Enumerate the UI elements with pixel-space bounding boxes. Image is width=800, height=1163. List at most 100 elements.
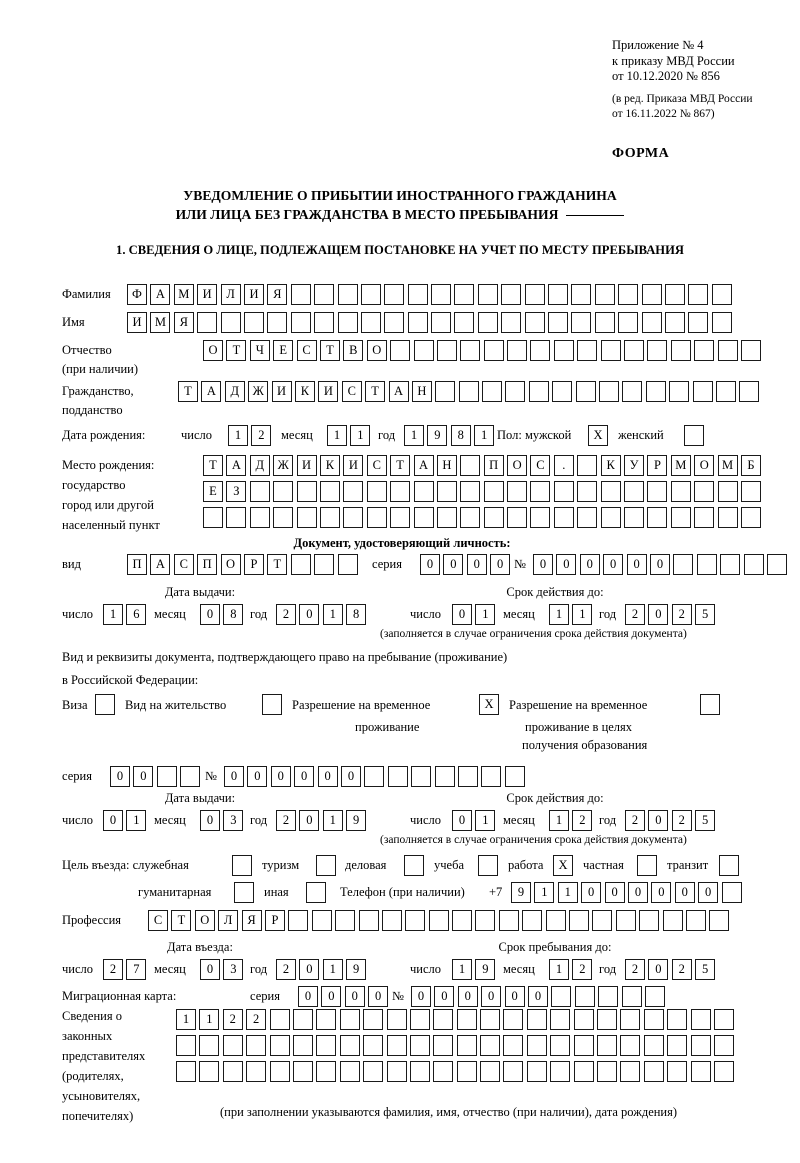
char-cell[interactable]: 9 <box>346 959 367 980</box>
char-cell[interactable]: К <box>600 455 621 476</box>
char-cell[interactable] <box>480 1009 501 1030</box>
char-cell[interactable] <box>454 284 475 305</box>
char-cell[interactable] <box>669 381 690 402</box>
char-cell[interactable]: Т <box>171 910 192 931</box>
char-cell[interactable]: 5 <box>695 959 716 980</box>
char-cell[interactable]: Я <box>241 910 262 931</box>
char-cell[interactable] <box>480 1061 501 1082</box>
char-cell[interactable]: 5 <box>695 810 716 831</box>
char-cell[interactable]: Т <box>267 554 288 575</box>
char-cell[interactable] <box>503 1009 524 1030</box>
char-cell[interactable] <box>597 1009 618 1030</box>
checkbox-purpose-transit[interactable] <box>719 855 739 876</box>
char-cell[interactable]: 8 <box>346 604 367 625</box>
char-cell[interactable]: 0 <box>626 554 647 575</box>
char-cell[interactable] <box>684 425 704 446</box>
char-cell[interactable] <box>598 986 619 1007</box>
char-cell[interactable] <box>482 381 503 402</box>
char-cell[interactable]: 9 <box>427 425 448 446</box>
char-cell[interactable]: 2 <box>671 959 692 980</box>
char-cell[interactable]: Н <box>411 381 432 402</box>
char-cell[interactable] <box>526 1009 547 1030</box>
char-cell[interactable]: 3 <box>223 959 244 980</box>
char-cell[interactable] <box>641 284 662 305</box>
char-cell[interactable]: Д <box>249 455 270 476</box>
char-cell[interactable] <box>637 855 657 876</box>
char-cell[interactable] <box>573 1009 594 1030</box>
checkbox-purpose-other[interactable] <box>306 882 326 903</box>
char-cell[interactable] <box>156 766 177 787</box>
char-cell[interactable] <box>577 455 598 476</box>
char-cell[interactable] <box>670 340 691 361</box>
char-cell[interactable] <box>685 910 706 931</box>
char-cell[interactable] <box>366 481 387 502</box>
char-cell[interactable] <box>620 1009 641 1030</box>
char-cell[interactable] <box>528 381 549 402</box>
char-cell[interactable] <box>647 507 668 528</box>
char-cell[interactable] <box>381 910 402 931</box>
char-cell[interactable] <box>597 1061 618 1082</box>
char-cell[interactable] <box>292 1035 313 1056</box>
char-cell[interactable]: 1 <box>549 810 569 831</box>
char-cell[interactable] <box>405 910 426 931</box>
char-cell[interactable]: 2 <box>625 810 645 831</box>
char-cell[interactable] <box>667 1009 688 1030</box>
char-cell[interactable]: Л <box>220 284 241 305</box>
char-cell[interactable]: 0 <box>648 810 669 831</box>
char-cell[interactable]: 3 <box>223 810 244 831</box>
char-cell[interactable] <box>363 1035 384 1056</box>
checkbox-purpose-humanitarian[interactable] <box>234 882 254 903</box>
char-cell[interactable]: И <box>197 284 218 305</box>
char-cell[interactable] <box>717 507 738 528</box>
char-cell[interactable] <box>592 910 613 931</box>
char-cell[interactable] <box>390 340 411 361</box>
char-cell[interactable] <box>478 855 498 876</box>
char-cell[interactable]: 2 <box>625 604 645 625</box>
char-cell[interactable]: Н <box>436 455 457 476</box>
char-cell[interactable]: А <box>413 455 434 476</box>
char-cell[interactable]: X <box>588 425 608 446</box>
char-cell[interactable] <box>624 507 645 528</box>
char-cell[interactable]: 0 <box>604 882 625 903</box>
char-cell[interactable] <box>700 694 720 715</box>
char-cell[interactable] <box>436 481 457 502</box>
char-cell[interactable]: 0 <box>434 986 455 1007</box>
char-cell[interactable]: В <box>343 340 364 361</box>
char-cell[interactable]: 1 <box>475 810 496 831</box>
checkbox-sex-male[interactable]: X <box>588 425 608 446</box>
char-cell[interactable]: У <box>624 455 645 476</box>
char-cell[interactable]: 0 <box>200 604 220 625</box>
char-cell[interactable] <box>434 766 455 787</box>
char-cell[interactable]: И <box>127 312 147 333</box>
char-cell[interactable] <box>363 1009 384 1030</box>
char-cell[interactable]: 1 <box>572 604 593 625</box>
checkbox-visa[interactable] <box>95 694 115 715</box>
char-cell[interactable]: Я <box>173 312 194 333</box>
char-cell[interactable] <box>709 910 730 931</box>
char-cell[interactable]: 5 <box>695 604 716 625</box>
char-cell[interactable]: Ф <box>127 284 147 305</box>
char-cell[interactable] <box>717 481 738 502</box>
char-cell[interactable]: 1 <box>475 604 496 625</box>
char-cell[interactable] <box>530 507 551 528</box>
char-cell[interactable] <box>316 1035 337 1056</box>
char-cell[interactable] <box>246 1061 267 1082</box>
char-cell[interactable] <box>314 284 335 305</box>
char-cell[interactable]: И <box>343 455 364 476</box>
char-cell[interactable]: 0 <box>340 766 361 787</box>
char-cell[interactable]: Ч <box>249 340 270 361</box>
char-cell[interactable] <box>574 986 595 1007</box>
char-cell[interactable] <box>269 1009 290 1030</box>
char-cell[interactable] <box>386 1009 407 1030</box>
char-cell[interactable]: М <box>717 455 738 476</box>
char-cell[interactable] <box>197 312 218 333</box>
char-cell[interactable]: 0 <box>651 882 672 903</box>
char-cell[interactable] <box>456 1035 477 1056</box>
char-cell[interactable]: 1 <box>549 959 569 980</box>
